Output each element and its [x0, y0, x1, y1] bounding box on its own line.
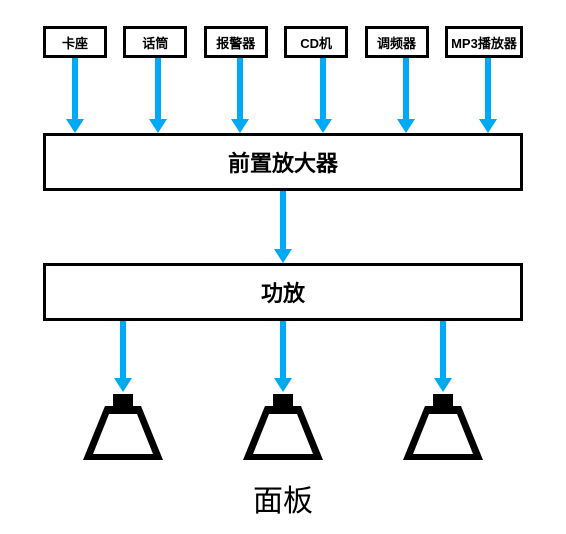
diagram-caption: 面板: [0, 476, 566, 520]
input-label: 报警器: [216, 33, 255, 52]
audio-system-diagram: 卡座 话筒 报警器 CD机 调频器 MP3播放器 前置放大器 功放: [0, 0, 566, 534]
speaker-icon: [399, 392, 487, 464]
input-label: MP3播放器: [451, 33, 517, 52]
input-box-cassette: 卡座: [43, 26, 107, 58]
input-sources-row: 卡座 话筒 报警器 CD机 调频器 MP3播放器: [43, 26, 523, 58]
input-label: 卡座: [62, 33, 88, 52]
poweramp-box: 功放: [43, 263, 523, 321]
input-label: CD机: [300, 33, 332, 52]
input-box-tuner: 调频器: [365, 26, 429, 58]
caption-text: 面板: [253, 485, 313, 518]
input-label: 调频器: [377, 33, 416, 52]
input-label: 话筒: [142, 33, 168, 52]
speaker-icon: [239, 392, 327, 464]
input-box-alarm: 报警器: [204, 26, 268, 58]
preamp-label: 前置放大器: [228, 146, 338, 178]
speaker-icon: [79, 392, 167, 464]
preamp-box: 前置放大器: [43, 133, 523, 191]
input-box-mic: 话筒: [123, 26, 187, 58]
input-box-cd: CD机: [284, 26, 348, 58]
input-box-mp3: MP3播放器: [445, 26, 523, 58]
poweramp-label: 功放: [261, 276, 305, 308]
speakers-row: [43, 392, 523, 464]
